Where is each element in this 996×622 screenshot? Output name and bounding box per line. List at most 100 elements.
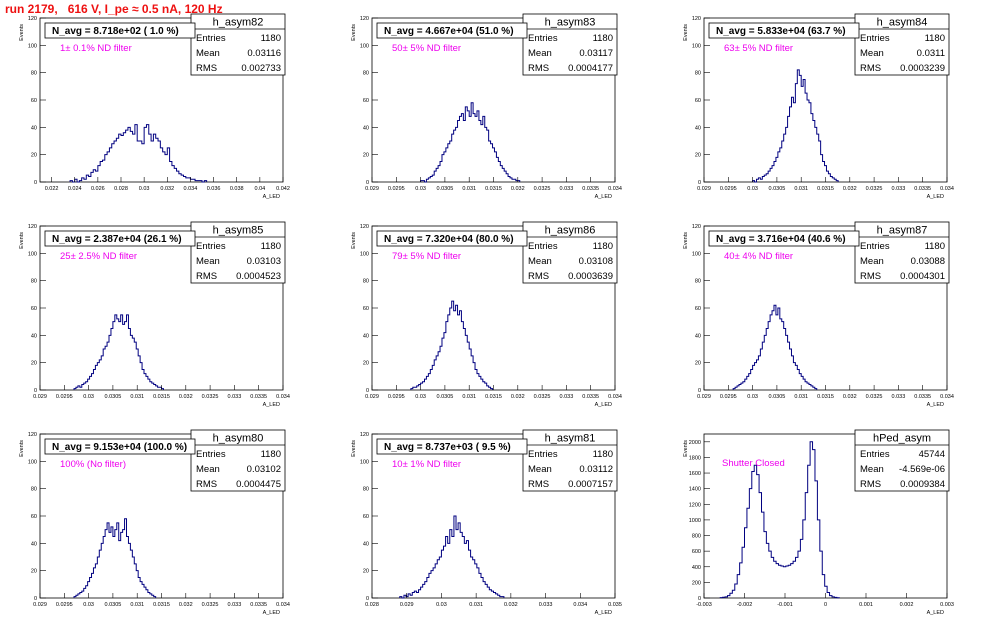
- x-tick-label: 0.033: [560, 394, 574, 400]
- stats-value: 0.002733: [241, 63, 281, 74]
- stats-value: 0.03088: [911, 256, 945, 267]
- y-axis-label: Events: [351, 232, 357, 249]
- stats-value: 1180: [925, 33, 945, 44]
- stats-label: Entries: [860, 241, 890, 252]
- y-tick-label: 80: [363, 279, 369, 285]
- x-tick-label: 0.031: [462, 394, 476, 400]
- x-axis-label: A_LED: [927, 402, 944, 408]
- y-tick-label: 120: [28, 224, 37, 230]
- x-tick-label: 0.0325: [202, 394, 219, 400]
- histogram-name: h_asym87: [877, 225, 928, 237]
- histogram-series: [410, 300, 494, 390]
- y-tick-label: 0: [366, 596, 369, 602]
- x-tick-label: 0.0325: [202, 602, 219, 608]
- stats-value: 0.0311: [917, 48, 945, 59]
- navg-box: [44, 230, 196, 247]
- stats-value: 0.0009384: [900, 479, 945, 490]
- x-axis-label: A_LED: [927, 194, 944, 200]
- y-tick-label: 80: [363, 71, 369, 77]
- x-tick-label: 0.032: [160, 186, 174, 192]
- navg-text: N_avg = 7.320e+04 (80.0 %): [384, 234, 514, 245]
- stats-value: 0.03103: [247, 256, 281, 267]
- y-tick-label: 80: [363, 487, 369, 493]
- y-axis-label: Events: [19, 440, 25, 457]
- y-tick-label: 1200: [689, 502, 701, 508]
- y-tick-label: 100: [360, 43, 369, 49]
- y-axis-label: Events: [351, 24, 357, 41]
- filter-annotation: 10± 1% ND filter: [392, 459, 461, 470]
- x-tick-label: 0.0325: [534, 394, 551, 400]
- x-tick-label: 0.03: [83, 394, 94, 400]
- x-tick-label: 0.034: [608, 394, 622, 400]
- y-tick-label: 0: [698, 388, 701, 394]
- histogram-panel-h_asym84: 0 20 40 60 80 100 120 0.029 0.0295 0.03 0.0305 0.03…: [683, 13, 954, 200]
- stats-label: Entries: [196, 241, 226, 252]
- y-tick-label: 40: [363, 541, 369, 547]
- stats-label: RMS: [196, 271, 217, 282]
- histogram-panel-h_asym82: 0 20 40 60 80 100 120 0.022 0.024 0.026 0.028 0.03 0…: [19, 13, 290, 200]
- y-tick-label: 0: [366, 180, 369, 186]
- y-tick-label: 120: [28, 16, 37, 22]
- stats-value: 1180: [593, 33, 613, 44]
- stats-label: Entries: [860, 449, 890, 460]
- y-tick-label: 20: [31, 361, 37, 367]
- x-tick-label: 0.03: [747, 186, 758, 192]
- x-tick-label: 0.035: [608, 602, 622, 608]
- x-tick-label: -0.001: [777, 602, 793, 608]
- stats-label: Entries: [860, 33, 890, 44]
- navg-box: [708, 22, 860, 39]
- y-axis-label: Events: [19, 232, 25, 249]
- x-tick-label: 0.032: [843, 394, 857, 400]
- x-tick-label: 0.029: [400, 602, 414, 608]
- x-tick-label: 0.034: [940, 394, 954, 400]
- stats-label: Entries: [528, 449, 558, 460]
- x-tick-label: 0.0315: [817, 186, 834, 192]
- x-tick-label: 0.0315: [153, 394, 170, 400]
- stats-value: 1180: [593, 449, 613, 460]
- x-axis-label: A_LED: [595, 194, 612, 200]
- stats-box: [854, 221, 950, 284]
- x-tick-label: 0.029: [365, 394, 379, 400]
- y-tick-label: 120: [360, 224, 369, 230]
- y-tick-label: 0: [34, 596, 37, 602]
- x-tick-label: 0.03: [436, 602, 447, 608]
- y-axis-label: Events: [683, 440, 689, 457]
- x-tick-label: 0.029: [365, 186, 379, 192]
- navg-text: N_avg = 3.716e+04 (40.6 %): [716, 234, 846, 245]
- histogram-panel-h_asym85: 0 20 40 60 80 100 120 0.029 0.0295 0.03 0.0305 0.03…: [19, 221, 290, 408]
- x-tick-label: 0.03: [139, 186, 150, 192]
- x-tick-label: 0.032: [179, 602, 193, 608]
- x-tick-label: 0.003: [940, 602, 954, 608]
- y-tick-label: 0: [34, 180, 37, 186]
- histogram-series: [719, 441, 840, 599]
- navg-text: N_avg = 9.153e+04 (100.0 %): [52, 442, 187, 453]
- y-tick-label: 60: [31, 306, 37, 312]
- x-tick-label: 0.0295: [56, 602, 73, 608]
- histogram-series: [73, 314, 164, 390]
- stats-value: 0.03112: [579, 464, 613, 475]
- stats-value: 1180: [925, 241, 945, 252]
- stats-value: 0.03116: [247, 48, 281, 59]
- navg-text: N_avg = 2.387e+04 (26.1 %): [52, 234, 182, 245]
- x-tick-label: 0.034: [276, 602, 290, 608]
- filter-annotation: 100% (No filter): [60, 459, 126, 470]
- stats-box: [190, 429, 286, 492]
- x-tick-label: 0.033: [892, 186, 906, 192]
- y-tick-label: 40: [695, 333, 701, 339]
- stats-label: RMS: [860, 271, 881, 282]
- navg-box: [376, 22, 528, 39]
- histogram-series: [73, 518, 157, 598]
- stats-value: 1180: [261, 241, 281, 252]
- stats-label: RMS: [196, 479, 217, 490]
- stats-label: RMS: [860, 63, 881, 74]
- histogram-name: h_asym80: [213, 433, 264, 445]
- y-tick-label: 100: [28, 43, 37, 49]
- x-tick-label: 0.0315: [485, 186, 502, 192]
- x-tick-label: 0.0325: [534, 186, 551, 192]
- x-tick-label: 0.033: [892, 394, 906, 400]
- navg-box: [44, 438, 196, 455]
- x-tick-label: 0.034: [608, 186, 622, 192]
- x-tick-label: 0.022: [45, 186, 59, 192]
- x-tick-label: 0.0315: [485, 394, 502, 400]
- y-tick-label: 40: [31, 541, 37, 547]
